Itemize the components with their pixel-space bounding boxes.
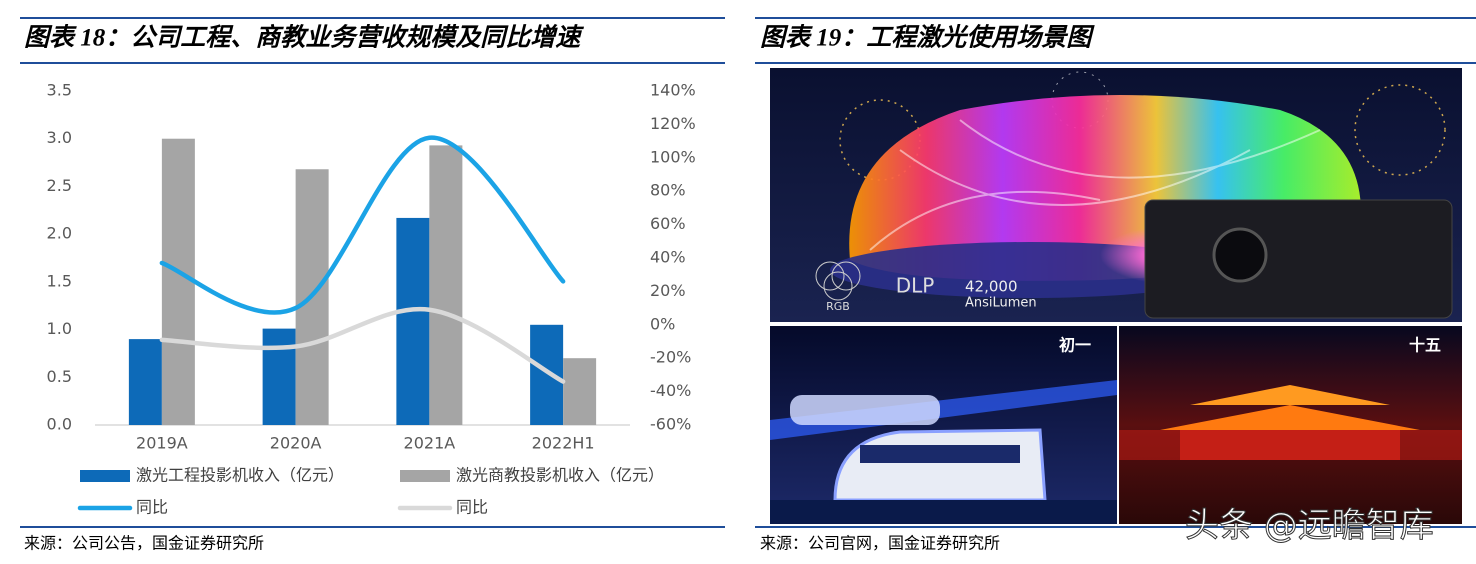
y-tick-label: 1.5 (47, 271, 72, 290)
bar (128, 339, 162, 425)
bar (429, 145, 463, 425)
bar (563, 358, 597, 425)
source-note: 来源：公司公告，国金证券研究所 (24, 535, 264, 553)
y2-tick-label: 100% (650, 147, 696, 166)
y-tick-label: 1.0 (47, 319, 72, 338)
line (159, 306, 566, 384)
y-tick-label: 0.5 (47, 367, 72, 386)
image-text: 42,000 (965, 278, 1018, 296)
x-tick-label: 2022H1 (532, 434, 595, 453)
figure-title: 图表 18：公司工程、商教业务营收规模及同比增速 (24, 24, 584, 52)
image-text: DLP (896, 274, 935, 298)
y-tick-label: 2.5 (47, 176, 72, 195)
y2-tick-label: 60% (650, 214, 686, 233)
x-tick-label: 2021A (404, 434, 456, 453)
x-tick-label: 2019A (136, 434, 188, 453)
y2-tick-label: -40% (650, 381, 691, 400)
line (159, 135, 566, 315)
palace-image: 十五 (1119, 326, 1462, 524)
source-note: 来源：公司官网，国金证券研究所 (760, 535, 1000, 553)
legend-label: 同比 (136, 498, 168, 517)
train-image: 初一 (770, 326, 1117, 524)
legend-swatch (400, 470, 450, 482)
y-tick-label: 3.0 (47, 128, 72, 147)
stadium-image: RGB DLP 42,000 AnsiLumen (770, 68, 1462, 322)
y2-tick-label: -60% (650, 415, 691, 434)
image-text: 初一 (1059, 336, 1091, 355)
y2-tick-label: 80% (650, 181, 686, 200)
legend-label: 激光工程投影机收入（亿元） (136, 466, 344, 485)
y2-tick-label: 40% (650, 248, 686, 267)
bar (161, 138, 195, 425)
y2-tick-label: 140% (650, 81, 696, 100)
bar (262, 328, 296, 425)
y2-tick-label: 0% (650, 314, 675, 333)
x-tick-label: 2020A (270, 434, 322, 453)
legend-label: 同比 (456, 498, 488, 517)
image-text: RGB (826, 300, 850, 313)
y2-tick-label: -20% (650, 348, 691, 367)
y-tick-label: 2.0 (47, 224, 72, 243)
figure-title: 图表 19：工程激光使用场景图 (760, 24, 1095, 52)
y-tick-label: 0.0 (47, 415, 72, 434)
y2-tick-label: 20% (650, 281, 686, 300)
image-text: 十五 (1409, 336, 1441, 355)
bar (396, 217, 430, 425)
y2-tick-label: 120% (650, 114, 696, 133)
image-text: AnsiLumen (965, 296, 1037, 311)
watermark: 头条 @远瞻智库 (1185, 506, 1434, 546)
bar (530, 324, 564, 425)
legend-swatch (80, 470, 130, 482)
legend-label: 激光商教投影机收入（亿元） (456, 466, 664, 485)
y-tick-label: 3.5 (47, 81, 72, 100)
